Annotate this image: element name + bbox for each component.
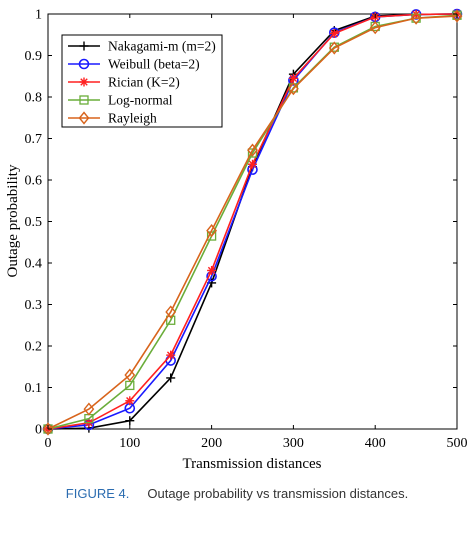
data-point [206, 224, 218, 238]
legend-entry: Rician (K=2) [68, 75, 180, 90]
data-point [125, 396, 135, 406]
legend-label: Rician (K=2) [108, 75, 180, 90]
x-tick-label: 300 [283, 436, 304, 451]
y-tick-label: 0.4 [25, 257, 43, 272]
legend-entry: Rayleigh [68, 111, 157, 126]
data-point [247, 143, 258, 157]
x-tick-label: 500 [447, 436, 468, 451]
data-point [248, 159, 257, 169]
legend-entry: Nakagami-m (m=2) [68, 39, 216, 54]
legend-marker [79, 41, 89, 51]
y-tick-label: 0.7 [25, 132, 43, 147]
data-point [42, 422, 54, 436]
legend-marker [78, 58, 90, 70]
legend: Nakagami-m (m=2) Weibull (beta=2) Rician (… [61, 34, 223, 128]
data-point [329, 29, 339, 39]
data-point [288, 73, 298, 83]
data-point [125, 416, 135, 426]
figure-caption: FIGURE 4. Outage probability vs transmiss… [0, 486, 474, 501]
legend-label: Rayleigh [108, 111, 157, 126]
y-tick-label: 0.1 [25, 381, 43, 396]
legend-marker [78, 111, 90, 125]
x-axis-label: Transmission distances [182, 456, 321, 472]
y-tick-label: 1 [35, 8, 42, 23]
data-point [207, 265, 217, 275]
legend-entry: Weibull (beta=2) [68, 57, 200, 72]
data-point [410, 11, 422, 25]
y-tick-label: 0.5 [25, 215, 43, 230]
data-point [369, 21, 381, 35]
y-tick-label: 0.9 [25, 49, 43, 64]
x-tick-label: 100 [119, 436, 140, 451]
y-tick-label: 0.3 [25, 298, 43, 313]
data-point [328, 41, 340, 55]
legend-label: Nakagami-m (m=2) [108, 39, 216, 54]
legend-label: Weibull (beta=2) [108, 57, 200, 72]
legend-box [61, 34, 223, 128]
data-point [83, 402, 95, 416]
legend-label: Log-normal [108, 93, 173, 108]
axis-layer: 0 100 200 300 400 500 0 0.1 0.2 0.3 0.4 0.5 0.6 0.7 0.… [25, 8, 468, 452]
data-point [166, 350, 176, 360]
series-line [47, 15, 458, 430]
y-tick-label: 0.8 [25, 91, 43, 106]
data-point [165, 305, 177, 319]
figure-label: FIGURE 4. [65, 486, 130, 501]
x-tick-label: 0 [45, 436, 52, 451]
y-tick-label: 0.2 [25, 340, 43, 355]
y-tick-label: 0.6 [25, 174, 43, 189]
series-line [47, 14, 458, 430]
legend-marker [79, 77, 89, 87]
series-diamond [42, 9, 463, 436]
x-tick-label: 400 [365, 436, 386, 451]
y-axis-label: Outage probability [5, 164, 21, 277]
x-tick-label: 200 [201, 436, 222, 451]
y-tick-label: 0 [35, 423, 42, 438]
caption-text: Outage probability vs transmission dista… [147, 486, 409, 501]
data-point [166, 373, 176, 383]
data-point [287, 82, 299, 96]
data-point [124, 368, 136, 382]
outage-probability-chart: 0 100 200 300 400 500 0 0.1 0.2 0.3 0.4 0.5 0.6 0.7 0.… [5, 8, 468, 473]
data-point [166, 315, 176, 325]
legend-entry: Log-normal [68, 93, 173, 108]
legend-marker [79, 95, 89, 105]
